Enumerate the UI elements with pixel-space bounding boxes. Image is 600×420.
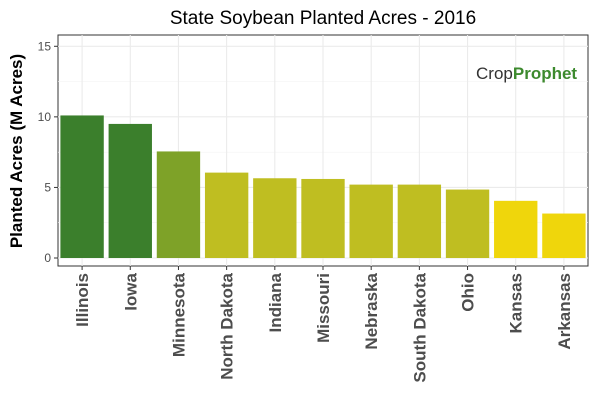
logo-crop-text: Crop: [476, 64, 513, 83]
x-tick-label: North Dakota: [218, 272, 237, 379]
x-tick-label: Illinois: [73, 273, 92, 327]
bar: [445, 189, 490, 258]
x-tick-label: Kansas: [507, 273, 526, 333]
bar: [397, 184, 442, 258]
x-tick-label: Nebraska: [362, 272, 381, 349]
svg-text:CropProphet: CropProphet: [476, 64, 577, 83]
x-tick-label: Ohio: [459, 273, 478, 312]
bar: [494, 200, 538, 258]
logo-prophet-text: Prophet: [513, 64, 578, 83]
y-tick-label: 10: [38, 110, 52, 124]
bars: [60, 115, 586, 258]
logo: CropProphet: [476, 64, 577, 83]
bar: [349, 184, 393, 258]
bar: [108, 123, 152, 258]
x-axis-ticks: Illinois Iowa Minnesota North Dakota Indiana…: [73, 266, 574, 383]
bar: [60, 115, 104, 258]
bar: [253, 178, 297, 258]
x-tick-label: Missouri: [314, 273, 333, 343]
y-axis-label: Planted Acres (M Acres): [7, 54, 26, 248]
bar: [204, 172, 249, 258]
x-tick-label: Minnesota: [169, 272, 188, 357]
bar: [542, 213, 586, 258]
x-tick-label: South Dakota: [410, 272, 429, 382]
bar: [156, 151, 201, 258]
bar: [301, 178, 345, 258]
x-tick-label: Iowa: [121, 272, 140, 310]
x-tick-label: Arkansas: [555, 273, 574, 350]
x-tick-label: Indiana: [266, 272, 285, 332]
y-tick-label: 15: [38, 39, 52, 53]
y-tick-label: 0: [44, 251, 51, 265]
y-tick-label: 5: [44, 180, 51, 194]
y-axis-ticks: 0 5 10 15: [38, 39, 58, 265]
chart-title: State Soybean Planted Acres - 2016: [170, 8, 476, 29]
